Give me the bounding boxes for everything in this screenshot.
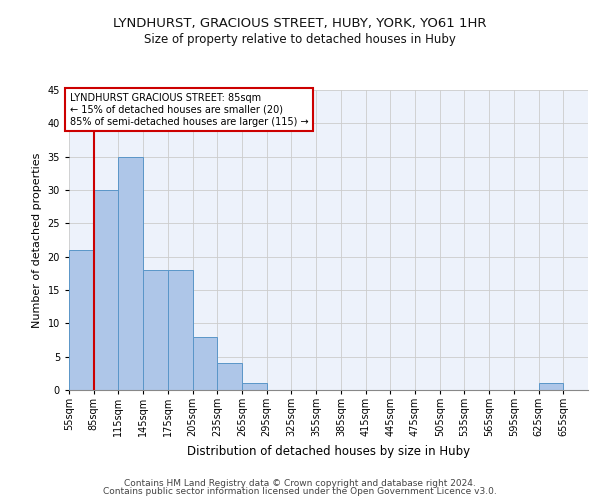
X-axis label: Distribution of detached houses by size in Huby: Distribution of detached houses by size …: [187, 444, 470, 458]
Bar: [143, 270, 168, 390]
Text: Contains public sector information licensed under the Open Government Licence v3: Contains public sector information licen…: [103, 487, 497, 496]
Text: LYNDHURST GRACIOUS STREET: 85sqm
← 15% of detached houses are smaller (20)
85% o: LYNDHURST GRACIOUS STREET: 85sqm ← 15% o…: [70, 94, 308, 126]
Bar: [94, 190, 118, 390]
Bar: [242, 384, 267, 390]
Text: Contains HM Land Registry data © Crown copyright and database right 2024.: Contains HM Land Registry data © Crown c…: [124, 478, 476, 488]
Bar: [193, 336, 217, 390]
Bar: [118, 156, 143, 390]
Text: Size of property relative to detached houses in Huby: Size of property relative to detached ho…: [144, 32, 456, 46]
Text: LYNDHURST, GRACIOUS STREET, HUBY, YORK, YO61 1HR: LYNDHURST, GRACIOUS STREET, HUBY, YORK, …: [113, 18, 487, 30]
Bar: [168, 270, 193, 390]
Y-axis label: Number of detached properties: Number of detached properties: [32, 152, 42, 328]
Bar: [69, 250, 94, 390]
Bar: [539, 384, 563, 390]
Bar: [217, 364, 242, 390]
